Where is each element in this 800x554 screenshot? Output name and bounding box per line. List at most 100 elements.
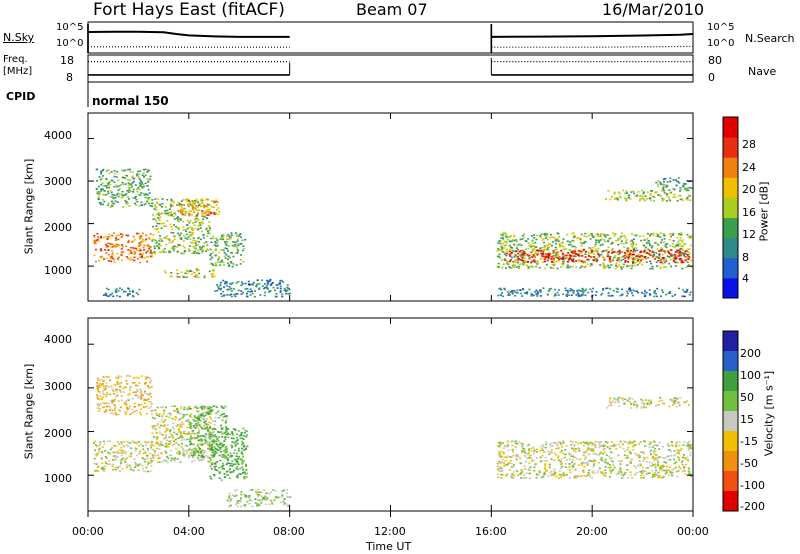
velocity-cell <box>233 469 235 472</box>
power-cell <box>127 239 130 242</box>
power-cell <box>175 225 177 228</box>
power-cell <box>101 169 104 172</box>
power-cell <box>112 197 115 200</box>
power-cell <box>520 259 523 261</box>
velocity-cell <box>610 469 613 472</box>
velocity-cell <box>222 416 225 418</box>
velocity-cell <box>690 444 693 446</box>
velocity-cell <box>653 457 656 460</box>
velocity-cell <box>153 452 156 455</box>
velocity-cell <box>236 474 239 476</box>
power-cell <box>190 203 193 205</box>
power-cell <box>214 248 217 250</box>
power-cell <box>157 245 160 248</box>
velocity-cell <box>206 426 209 429</box>
power-cell <box>659 181 662 184</box>
power-cell <box>638 256 641 258</box>
power-cell <box>163 222 166 225</box>
velocity-cell <box>186 426 189 429</box>
power-cell <box>142 168 145 171</box>
power-cell <box>600 294 603 296</box>
power-cell <box>106 238 109 240</box>
power-cell <box>645 242 648 244</box>
velocity-cell <box>210 444 213 447</box>
velocity-cell <box>647 472 650 474</box>
power-cell <box>279 283 282 285</box>
velocity-cell <box>203 451 206 454</box>
power-cell <box>639 198 642 200</box>
velocity-cell <box>122 457 125 460</box>
velocity-cell <box>191 456 194 458</box>
power-cell <box>127 168 130 171</box>
velocity-cell <box>126 375 129 377</box>
velocity-cell <box>125 457 128 460</box>
power-cell <box>131 289 134 292</box>
power-cell <box>516 240 519 243</box>
velocity-cell <box>239 467 242 470</box>
velocity-cell <box>123 441 126 443</box>
power-cell <box>621 251 624 253</box>
power-cell <box>234 241 237 244</box>
power-cell <box>539 295 542 297</box>
power-cell <box>240 242 243 245</box>
power-cell <box>658 255 661 257</box>
power-cell <box>115 184 118 187</box>
velocity-cell <box>572 455 575 458</box>
power-cell <box>156 222 159 225</box>
power-cell <box>149 205 152 207</box>
velocity-cell <box>210 422 213 425</box>
velocity-cell <box>169 442 172 444</box>
power-cell <box>527 242 530 244</box>
velocity-cell <box>199 448 201 450</box>
velocity-cell <box>150 403 153 405</box>
power-cell <box>560 266 563 268</box>
power-cell <box>566 261 569 263</box>
power-cell <box>123 177 126 179</box>
velocity-cell <box>243 493 246 496</box>
power-cell <box>197 228 199 231</box>
velocity-cell <box>127 394 130 396</box>
velocity-cell <box>502 442 504 444</box>
power-cell <box>546 293 549 296</box>
velocity-cell <box>631 441 634 444</box>
power-cell <box>540 233 543 236</box>
velocity-cell <box>119 391 122 393</box>
power-cell <box>543 255 546 258</box>
velocity-cell <box>169 412 172 415</box>
velocity-cell <box>141 464 144 467</box>
power-cell <box>516 261 519 264</box>
velocity-cell <box>183 408 186 411</box>
power-cell <box>151 199 154 201</box>
power-cell <box>613 256 616 259</box>
power-cell <box>230 261 233 263</box>
velocity-cell <box>120 454 123 457</box>
velocity-cell <box>174 433 177 435</box>
velocity-cell <box>115 391 118 393</box>
velocity-cell <box>585 442 588 444</box>
velocity-cell <box>207 435 210 437</box>
power-cell <box>158 218 161 220</box>
power-cell <box>634 250 637 253</box>
power-cell <box>102 188 104 191</box>
velocity-cell <box>256 495 259 498</box>
velocity-cell <box>224 415 227 418</box>
velocity-cell <box>123 450 126 452</box>
power-cell <box>152 225 154 228</box>
velocity-cell <box>189 407 192 410</box>
velocity-cell <box>125 451 128 454</box>
velocity-cell <box>242 442 245 444</box>
power-cell <box>127 196 129 198</box>
power-cell <box>264 287 267 289</box>
velocity-cell <box>105 405 108 408</box>
power-cell <box>587 251 590 254</box>
velocity-cell <box>611 451 614 454</box>
velocity-cell <box>187 419 190 422</box>
power-cell <box>677 242 680 245</box>
power-cell <box>139 244 142 246</box>
power-cell <box>201 251 204 254</box>
power-cell <box>653 200 655 202</box>
power-cell <box>197 249 200 252</box>
power-cell <box>144 196 147 199</box>
power-cell <box>195 220 198 223</box>
power-cell <box>549 287 552 290</box>
